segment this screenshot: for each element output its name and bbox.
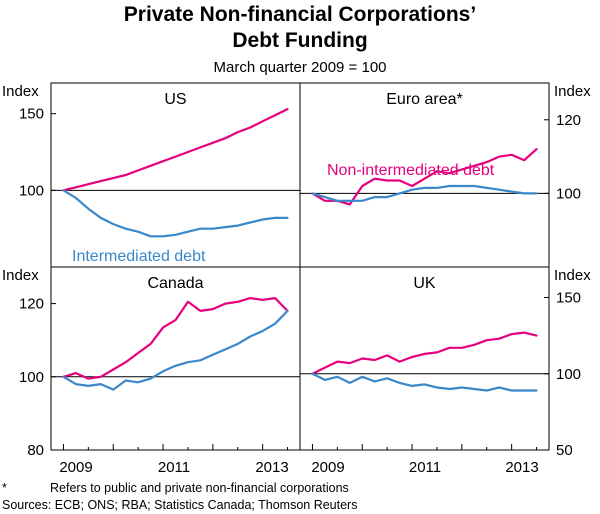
panel-canada: Canada 120 100 80 — [19, 275, 300, 459]
series-line-intermediated-us — [62, 189, 289, 238]
y-tick-label-euro-area: 120 — [556, 112, 581, 129]
y-tick-label-canada: 80 — [27, 442, 44, 459]
x-label-right-2011: 2011 — [409, 459, 441, 476]
series-label-intermediated: Intermediated debt — [72, 248, 206, 265]
footnote-text: Refers to public and private non-financi… — [50, 481, 349, 495]
chart-title-line2: Debt Funding — [232, 29, 367, 52]
series-line-non-intermediated-euro-area — [311, 148, 538, 206]
panel-title-us: US — [164, 91, 186, 108]
y-tick-label-us: 150 — [19, 106, 44, 123]
series-line-non-intermediated-canada — [62, 297, 289, 380]
series-line-intermediated-canada — [62, 309, 289, 391]
x-label-left-2011: 2011 — [158, 459, 190, 476]
x-label-left-2013: 2013 — [255, 459, 288, 476]
panel-title-canada: Canada — [147, 275, 203, 292]
x-label-right-2009: 2009 — [311, 459, 344, 476]
sources-text: Sources: ECB; ONS; RBA; Statistics Canad… — [2, 498, 357, 512]
y-tick-label-euro-area: 100 — [556, 185, 581, 202]
panel-uk: UK 150 100 50 — [300, 275, 581, 459]
chart-subtitle: March quarter 2009 = 100 — [213, 59, 386, 76]
footnote-marker: * — [2, 481, 7, 495]
y-tick-label-uk: 150 — [556, 290, 581, 307]
series-line-non-intermediated-uk — [311, 331, 538, 375]
series-line-non-intermediated-us — [62, 107, 289, 192]
panel-us: US 150 100 — [19, 91, 300, 238]
x-label-right-2013: 2013 — [505, 459, 538, 476]
y-tick-label-uk: 50 — [556, 442, 573, 459]
series-line-intermediated-uk — [311, 372, 538, 392]
y-tick-label-uk: 100 — [556, 366, 581, 383]
series-line-intermediated-euro-area — [311, 184, 538, 202]
series-label-non-intermediated: Non-intermediated debt — [327, 162, 495, 179]
panel-title-euro-area: Euro area* — [386, 91, 463, 108]
unit-label-bottom-left: Index — [2, 267, 39, 284]
y-tick-label-canada: 120 — [19, 296, 44, 313]
panel-euro-area: Euro area* 120 100 — [300, 91, 581, 206]
panel-title-uk: UK — [413, 275, 436, 292]
unit-label-top-right: Index — [554, 83, 591, 100]
x-label-left-2009: 2009 — [59, 459, 92, 476]
y-tick-label-canada: 100 — [19, 369, 44, 386]
unit-label-bottom-right: Index — [554, 267, 591, 284]
y-tick-label-us: 100 — [19, 182, 44, 199]
chart-title-line1: Private Non-financial Corporations’ — [124, 3, 476, 26]
unit-label-top-left: Index — [2, 83, 39, 100]
